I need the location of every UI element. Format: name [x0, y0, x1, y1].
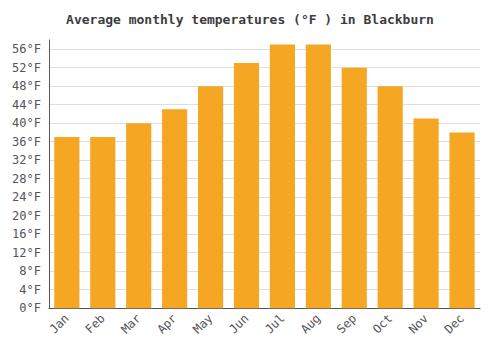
svg-text:28°F: 28°F: [12, 172, 41, 186]
svg-text:Sep: Sep: [334, 311, 359, 336]
svg-text:Average monthly temperatures (: Average monthly temperatures (°F ) in Bl…: [66, 12, 434, 27]
svg-text:40°F: 40°F: [12, 116, 41, 130]
svg-text:16°F: 16°F: [12, 227, 41, 241]
svg-text:Jul: Jul: [262, 311, 287, 336]
svg-text:32°F: 32°F: [12, 153, 41, 167]
svg-text:36°F: 36°F: [12, 135, 41, 149]
svg-text:May: May: [190, 311, 215, 336]
svg-text:Jan: Jan: [47, 311, 72, 336]
svg-text:Oct: Oct: [370, 311, 395, 336]
svg-text:Jun: Jun: [226, 311, 251, 336]
svg-text:Nov: Nov: [406, 311, 431, 336]
svg-text:8°F: 8°F: [19, 264, 41, 278]
svg-text:Feb: Feb: [83, 311, 108, 336]
svg-text:Aug: Aug: [298, 311, 323, 336]
svg-text:Dec: Dec: [442, 311, 467, 336]
svg-text:20°F: 20°F: [12, 209, 41, 223]
svg-text:Apr: Apr: [154, 311, 179, 336]
svg-text:12°F: 12°F: [12, 246, 41, 260]
svg-text:48°F: 48°F: [12, 79, 41, 93]
svg-text:24°F: 24°F: [12, 190, 41, 204]
svg-text:44°F: 44°F: [12, 98, 41, 112]
svg-text:Mar: Mar: [118, 311, 143, 336]
svg-text:4°F: 4°F: [19, 283, 41, 297]
svg-text:0°F: 0°F: [19, 301, 41, 315]
svg-text:52°F: 52°F: [12, 61, 41, 75]
svg-text:56°F: 56°F: [12, 42, 41, 56]
